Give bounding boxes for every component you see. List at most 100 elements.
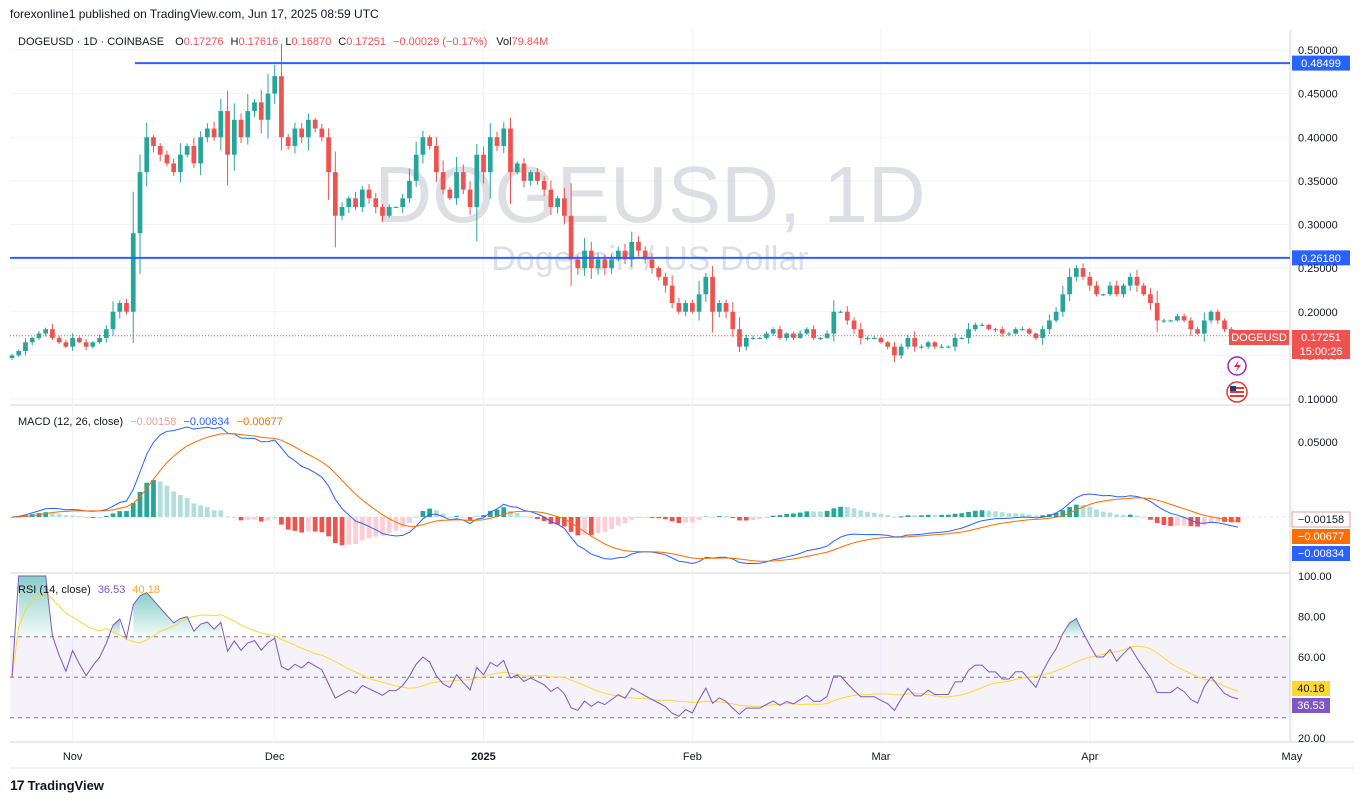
symbol-tag-bg	[1229, 330, 1289, 345]
rsi-legend-ma: 40.18	[132, 584, 160, 596]
candle	[1067, 268, 1072, 302]
macd-hist-bar	[171, 491, 177, 517]
macd-hist-bar	[676, 517, 682, 524]
candle	[90, 341, 96, 349]
candle-body	[535, 172, 540, 181]
candle	[885, 341, 891, 350]
candle	[817, 336, 823, 341]
candle	[110, 301, 116, 336]
time-tick: Feb	[683, 751, 702, 763]
macd-hist-bar	[669, 517, 675, 522]
legend-open: 0.17276	[184, 36, 224, 48]
candle-body	[1141, 285, 1147, 295]
macd-hist-bar	[1121, 514, 1126, 517]
legend-close: 0.17251	[346, 36, 386, 48]
horizontal-lines[interactable]: 0.48499 0.26180	[10, 55, 1350, 266]
rsi-line	[11, 575, 1239, 717]
candle	[636, 236, 641, 257]
macd-hist-bar	[972, 510, 978, 517]
candle	[824, 330, 830, 339]
candle	[29, 336, 35, 346]
candle	[1053, 307, 1059, 323]
candle	[1208, 309, 1214, 324]
candle	[831, 300, 837, 342]
lightning-icon[interactable]	[1227, 356, 1247, 376]
candle-body	[602, 259, 608, 269]
macd-hist-bar	[434, 510, 439, 517]
candle	[737, 317, 742, 353]
candle	[481, 146, 486, 184]
macd-hist-bar	[285, 517, 291, 530]
rsi-axis[interactable]: 100.00 80.00 60.00 20.00	[1298, 571, 1332, 745]
macd-hist-bar	[103, 515, 109, 517]
candle	[386, 204, 392, 218]
candle-body	[521, 163, 527, 181]
candle	[144, 122, 150, 187]
candle	[1134, 270, 1140, 292]
candle	[851, 317, 857, 335]
time-axis[interactable]: NovDec2025FebMarAprMayJun	[63, 751, 1364, 763]
candle-body	[514, 163, 520, 173]
candle-body	[36, 333, 42, 338]
rsi-tick: 80.00	[1298, 612, 1326, 624]
macd-hist-bar	[1040, 515, 1046, 517]
macd-hist-bar	[1013, 513, 1019, 517]
candle	[1127, 272, 1133, 291]
candle-body	[851, 320, 857, 330]
symbol-tag: DOGEUSD	[1231, 332, 1287, 344]
candle	[528, 170, 534, 186]
macd-hist-bar	[1134, 515, 1140, 517]
macd-hist-bar	[245, 517, 251, 521]
candle-body	[750, 337, 756, 339]
candle-body	[144, 137, 150, 173]
macd-hist-bar	[225, 516, 230, 518]
candle-body	[1114, 285, 1120, 295]
macd-hist-bar	[157, 481, 163, 517]
candle-body	[1080, 268, 1086, 277]
macd-hist-bar	[346, 517, 352, 545]
macd-hist-bar	[898, 516, 904, 518]
candle	[380, 204, 385, 222]
candle-body	[218, 111, 224, 138]
macd-axis[interactable]: 0.05000	[1298, 437, 1338, 449]
candle	[1033, 332, 1039, 340]
candle-body	[1100, 294, 1106, 296]
candle	[972, 322, 978, 332]
footer[interactable]: 17 TradingView	[10, 777, 104, 793]
pane-borders	[10, 30, 1354, 769]
candle-body	[562, 198, 567, 216]
candle	[777, 325, 783, 340]
candle	[285, 133, 291, 150]
macd-hist-bar	[231, 517, 237, 518]
candle	[400, 193, 406, 214]
candle	[413, 141, 419, 187]
rsi-overbought-fill	[133, 592, 221, 637]
candle	[898, 343, 904, 359]
rsi-pane	[10, 575, 1290, 719]
macd-hist-bar	[90, 517, 96, 518]
macd-hist-bar	[1073, 504, 1079, 517]
candle	[245, 94, 251, 145]
legend-vol-label: Vol	[496, 36, 511, 48]
candle-body	[164, 154, 170, 164]
candle-body	[137, 172, 143, 234]
candle-body	[777, 329, 783, 338]
candle	[703, 272, 709, 302]
macd-hist-bar	[204, 507, 210, 517]
macd-hist-tag-bg	[1291, 511, 1351, 528]
price-axis[interactable]: 0.50000 0.45000 0.40000 0.35000 0.30000 0.250…	[1298, 45, 1338, 406]
candle	[1161, 318, 1167, 324]
candle-body	[285, 137, 291, 146]
macd-hist-bar	[1201, 517, 1207, 525]
us-flag-icon[interactable]	[1226, 381, 1248, 403]
time-tick: Mar	[872, 751, 891, 763]
candle-body	[245, 111, 251, 138]
macd-hist-bar	[124, 511, 129, 517]
candle-body	[292, 128, 298, 146]
macd-hist-bar	[117, 511, 123, 517]
macd-hist-bar	[1060, 510, 1066, 517]
candle-body	[797, 333, 803, 338]
candle-body	[319, 128, 325, 138]
macd-hist-bar	[663, 517, 668, 520]
